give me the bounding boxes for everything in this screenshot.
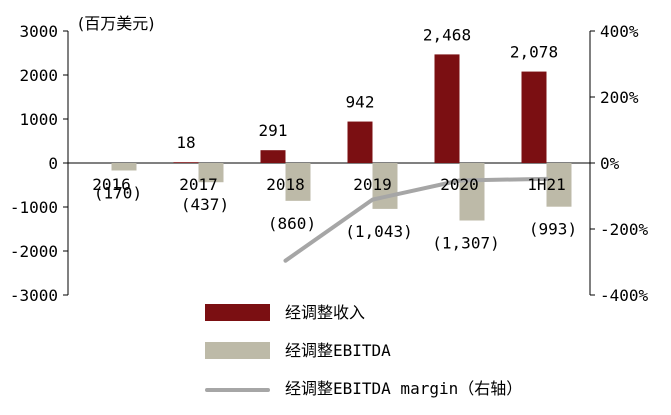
data-label-ebitda: (437) <box>181 195 229 214</box>
legend-label-margin: 经调整EBITDA margin（右轴） <box>285 379 523 398</box>
data-label-ebitda: (1,307) <box>432 234 499 253</box>
data-label-revenue: 2,468 <box>423 25 471 44</box>
bar-revenue[interactable] <box>260 150 286 163</box>
bar-revenue[interactable] <box>173 162 199 163</box>
y-tick-label-left: 1000 <box>19 110 58 129</box>
unit-label: (百万美元) <box>78 14 155 33</box>
data-label-ebitda: (860) <box>268 214 316 233</box>
legend-label-ebitda: 经调整EBITDA <box>285 341 391 360</box>
x-tick-label: 2016 <box>92 175 131 194</box>
data-label-revenue: 291 <box>259 121 288 140</box>
x-tick-label: 1H21 <box>527 175 566 194</box>
x-tick-label: 2018 <box>266 175 305 194</box>
y-tick-label-left: 3000 <box>19 22 58 41</box>
legend-label-revenue: 经调整收入 <box>285 303 366 322</box>
y-tick-label-right: 400% <box>600 22 639 41</box>
y-tick-label-right: 200% <box>600 88 639 107</box>
bar-revenue[interactable] <box>347 121 373 163</box>
data-label-ebitda: (170) <box>94 183 142 202</box>
point-ebitda-margin <box>372 199 373 201</box>
bar-ebitda[interactable] <box>111 163 137 171</box>
y-tick-label-right: -400% <box>600 286 649 305</box>
bar-ebitda[interactable] <box>372 163 398 209</box>
line-ebitda-margin[interactable] <box>283 176 549 263</box>
data-label-ebitda: (993) <box>529 220 577 239</box>
bar-ebitda[interactable] <box>546 163 572 207</box>
y-tick-label-left: -1000 <box>10 198 58 217</box>
point-ebitda-margin <box>285 260 286 262</box>
legend-swatch-margin <box>205 388 270 392</box>
x-tick-label: 2019 <box>353 175 392 194</box>
bar-ebitda[interactable] <box>285 163 311 201</box>
data-label-revenue: 2,078 <box>510 43 558 62</box>
legend-swatch-ebitda <box>205 342 270 359</box>
x-tick-label: 2017 <box>179 175 218 194</box>
bar-revenue[interactable] <box>521 71 547 163</box>
bar-ebitda[interactable] <box>459 163 485 221</box>
point-ebitda-margin <box>459 179 460 181</box>
bar-revenue[interactable] <box>434 54 460 163</box>
x-tick-label: 2020 <box>440 175 479 194</box>
y-tick-label-left: 2000 <box>19 66 58 85</box>
y-tick-label-left: -2000 <box>10 242 58 261</box>
y-tick-label-right: 0% <box>600 154 620 173</box>
legend-swatch-revenue <box>205 304 270 321</box>
point-ebitda-margin <box>546 178 547 180</box>
y-tick-label-left: -3000 <box>10 286 58 305</box>
bar-ebitda[interactable] <box>198 163 224 183</box>
y-tick-label-right: -200% <box>600 220 649 239</box>
data-label-revenue: 942 <box>346 93 375 112</box>
data-label-revenue: 18 <box>176 133 195 152</box>
y-tick-label-left: 0 <box>48 154 58 173</box>
data-label-ebitda: (1,043) <box>345 222 412 241</box>
